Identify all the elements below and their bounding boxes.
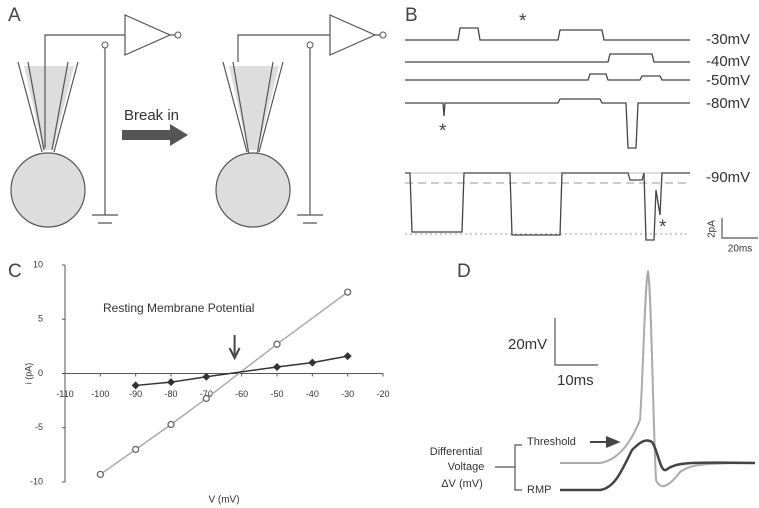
x-tick-label: -100 <box>91 389 109 399</box>
axis-line: ΔV (mV) <box>441 478 483 490</box>
series-line <box>99 291 349 476</box>
panel-label: C <box>8 261 22 282</box>
threshold-arrow <box>590 436 621 448</box>
marker <box>96 470 104 479</box>
annotation: Resting Membrane Potential <box>103 301 254 315</box>
marker <box>202 372 211 381</box>
x-tick-label: -30 <box>341 389 354 399</box>
x-tick-label: -60 <box>235 389 248 399</box>
x-tick-label: -90 <box>129 389 142 399</box>
y-tick-label: -5 <box>35 422 43 432</box>
voltage-label: -30mV <box>706 31 750 48</box>
y-axis-label: i (pA) <box>23 363 33 385</box>
marker <box>343 352 352 361</box>
marker <box>308 358 317 367</box>
subthreshold-trace <box>560 439 756 492</box>
marker <box>167 420 175 429</box>
y-tick-label: -10 <box>30 476 43 486</box>
voltage-label: -80mV <box>706 95 750 112</box>
series-line <box>135 355 348 387</box>
voltage-label: -40mV <box>706 53 750 70</box>
x-tick-label: -80 <box>164 389 177 399</box>
voltage-labels: -30mV -40mV -50mV -80mV -90mV <box>706 31 750 186</box>
single-channel-traces <box>405 27 758 241</box>
marker <box>273 340 281 348</box>
marker <box>202 394 210 403</box>
marker <box>344 288 352 296</box>
marker <box>132 445 140 454</box>
asterisk: * <box>659 217 667 238</box>
threshold-label: Threshold <box>527 436 576 448</box>
rmp-label: RMP <box>527 484 551 496</box>
y-tick-label: 5 <box>38 314 43 324</box>
x-tick-label: -20 <box>376 389 389 399</box>
scale-y-label: 2pA <box>707 220 718 238</box>
bracket <box>495 444 522 491</box>
scale-bar <box>554 318 598 366</box>
voltage-label: -90mV <box>706 169 750 186</box>
asterisk: * <box>439 121 447 142</box>
scale-x-label: 10ms <box>557 372 594 389</box>
x-axis-label: V (mV) <box>208 495 239 506</box>
scale-y-label: 20mV <box>508 336 547 353</box>
x-tick-label: -110 <box>56 389 73 399</box>
x-tick-label: -70 <box>200 389 213 399</box>
panel-label: D <box>457 261 471 282</box>
marker <box>131 381 140 390</box>
asterisk: * <box>519 11 527 32</box>
action-potential <box>560 269 756 488</box>
break-in-label: Break in <box>124 107 179 124</box>
patch-diagram <box>10 14 387 228</box>
y-tick-label: 10 <box>33 259 43 269</box>
marker <box>273 362 281 371</box>
annotation-arrow <box>228 335 241 361</box>
voltage-label: -50mV <box>706 72 750 89</box>
marker <box>167 378 175 387</box>
panel-label: B <box>405 5 418 26</box>
panel-label: A <box>8 5 21 26</box>
iv-chart: -110 -100 -90 -80 -70 -60 -50 -40 -30 -20-10-5051… <box>23 259 389 505</box>
axis-line: Differential <box>430 446 482 458</box>
x-tick-label: -50 <box>270 389 283 399</box>
y-tick-label: 0 <box>38 368 43 378</box>
x-tick-label: -40 <box>306 389 319 399</box>
axis-line: Voltage <box>448 461 485 473</box>
scale-x-label: 20ms <box>728 244 752 255</box>
